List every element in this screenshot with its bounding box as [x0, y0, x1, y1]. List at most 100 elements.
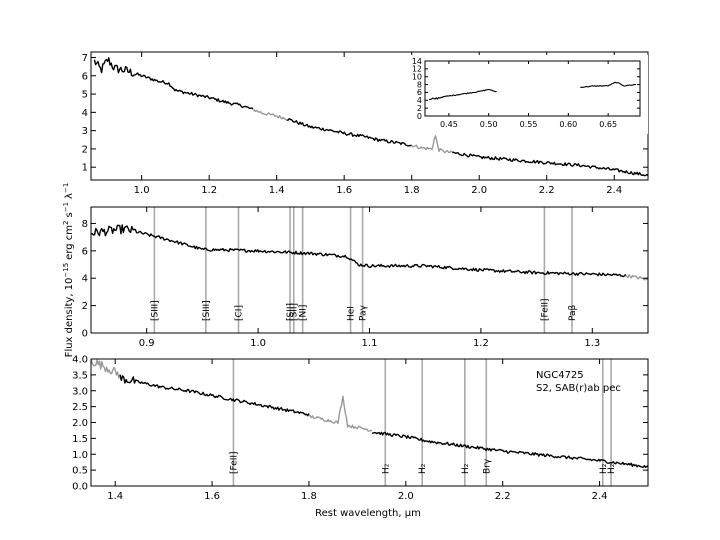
ylabel-units-s: s [64, 212, 75, 217]
y-tick-label: 4 [82, 274, 88, 285]
x-tick-label: 1.6 [336, 185, 352, 196]
ylabel-text: Flux density, 10 [64, 278, 75, 358]
y-tick-label: 0.5 [72, 466, 88, 477]
y-tick-label: 4 [417, 96, 422, 105]
line-label: [SIII] [202, 300, 212, 321]
y-tick-label: 2.5 [72, 402, 88, 413]
y-tick-label: 2 [417, 104, 422, 113]
ylabel-units-lambda: λ [64, 193, 75, 199]
y-tick-label: 14 [412, 57, 422, 66]
y-tick-label: 10 [412, 73, 422, 82]
y-tick-label: 0.0 [72, 482, 88, 493]
line-label: HeI [347, 306, 357, 321]
y-tick-label: 1.5 [72, 434, 88, 445]
ylabel-exponent: −15 [62, 263, 70, 278]
y-tick-label: 3 [82, 126, 88, 137]
y-tick-label: 4 [82, 108, 88, 119]
x-tick-label: 1.6 [204, 491, 220, 502]
y-tick-label: 3.0 [72, 386, 88, 397]
x-tick-label: 2.4 [606, 185, 622, 196]
axes-frame [90, 206, 649, 334]
x-tick-label: 0.50 [480, 120, 498, 129]
line-label: H₂ [461, 463, 471, 474]
x-tick-label: 1.0 [250, 338, 266, 349]
x-tick-label: 0.55 [520, 120, 538, 129]
series-line [119, 374, 310, 417]
series-line [286, 117, 412, 147]
series-line [93, 57, 254, 110]
y-tick-label: 0 [82, 329, 88, 340]
galaxy-type: S2, SAB(r)ab pec [536, 383, 621, 394]
y-tick-label: 8 [82, 219, 88, 230]
series-line [371, 431, 649, 468]
series-line [308, 395, 373, 432]
y-tick-label: 12 [412, 65, 422, 74]
x-tick-label: 1.3 [584, 338, 600, 349]
y-tick-label: 6 [82, 71, 88, 82]
y-tick-label: 2.0 [72, 418, 88, 429]
x-tick-label: 0.60 [559, 120, 577, 129]
x-tick-label: 1.1 [362, 338, 378, 349]
line-label: H₂ [381, 463, 391, 474]
line-label: [FeII] [540, 298, 550, 321]
line-label: Paγ [359, 304, 369, 321]
galaxy-name: NGC4725 [536, 370, 584, 381]
line-label: [SIII] [150, 300, 160, 321]
series-line [580, 81, 636, 89]
x-tick-label: 0.65 [599, 120, 617, 129]
line-label: [SII] [290, 303, 300, 321]
x-tick-label: 2.0 [471, 185, 487, 196]
x-tick-label: 2.2 [539, 185, 555, 196]
y-tick-label: 6 [82, 246, 88, 257]
y-tick-label: 7 [82, 53, 88, 64]
series-line [451, 151, 649, 177]
line-label: [FeII] [229, 451, 239, 474]
series-line [428, 88, 497, 101]
series-line [90, 224, 627, 278]
series-line [411, 135, 453, 154]
x-tick-label: 0.9 [139, 338, 155, 349]
svg-text:Flux density, 10−15erg cm2s−1: Flux density, 10−15erg cm2s−1λ−1 [62, 183, 75, 358]
x-tick-label: 1.4 [269, 185, 285, 196]
x-tick-label: 1.2 [473, 338, 489, 349]
y-tick-label: 6 [417, 88, 422, 97]
y-axis-title: Flux density, 10−15erg cm2s−1λ−1 [62, 183, 75, 358]
y-tick-label: 0 [417, 112, 422, 121]
y-tick-label: 1.0 [72, 450, 88, 461]
y-tick-label: 3.5 [72, 370, 88, 381]
ylabel-units-s-exponent: −1 [62, 202, 70, 212]
y-tick-label: 8 [417, 80, 422, 89]
series-line [252, 109, 287, 121]
x-axis-title: Rest wavelength, μm [315, 508, 421, 519]
panel-middle: [SIII] [SIII] [CI] [SII][SII][NI] HeI Paγ [FeI… [82, 206, 649, 349]
ylabel-units: erg cm [64, 225, 75, 260]
y-tick-label: 2 [82, 301, 88, 312]
series-line [625, 274, 649, 281]
series-line [90, 358, 121, 379]
line-label: Brγ [482, 458, 492, 474]
line-label: H₂ [607, 463, 617, 474]
line-label: [CI] [234, 305, 244, 321]
x-tick-label: 2.2 [495, 491, 511, 502]
x-tick-label: 1.0 [134, 185, 150, 196]
x-tick-label: 1.8 [301, 491, 317, 502]
x-tick-label: 2.0 [398, 491, 414, 502]
ylabel-units-lambda-exponent: −1 [62, 183, 70, 193]
axes-frame [424, 60, 641, 117]
x-tick-label: 2.4 [592, 491, 608, 502]
line-label: [SII] [286, 303, 296, 321]
line-label: H₂ [418, 463, 428, 474]
x-tick-label: 1.2 [201, 185, 217, 196]
line-label: H₂ [599, 463, 609, 474]
y-tick-label: 2 [82, 144, 88, 155]
ylabel-units-exponent: 2 [62, 220, 70, 224]
y-tick-label: 1 [82, 163, 88, 174]
line-label: Paβ [568, 304, 578, 321]
line-label: [NI] [299, 305, 309, 321]
x-tick-label: 1.4 [107, 491, 123, 502]
y-tick-label: 5 [82, 90, 88, 101]
y-tick-label: 4.0 [72, 355, 88, 366]
